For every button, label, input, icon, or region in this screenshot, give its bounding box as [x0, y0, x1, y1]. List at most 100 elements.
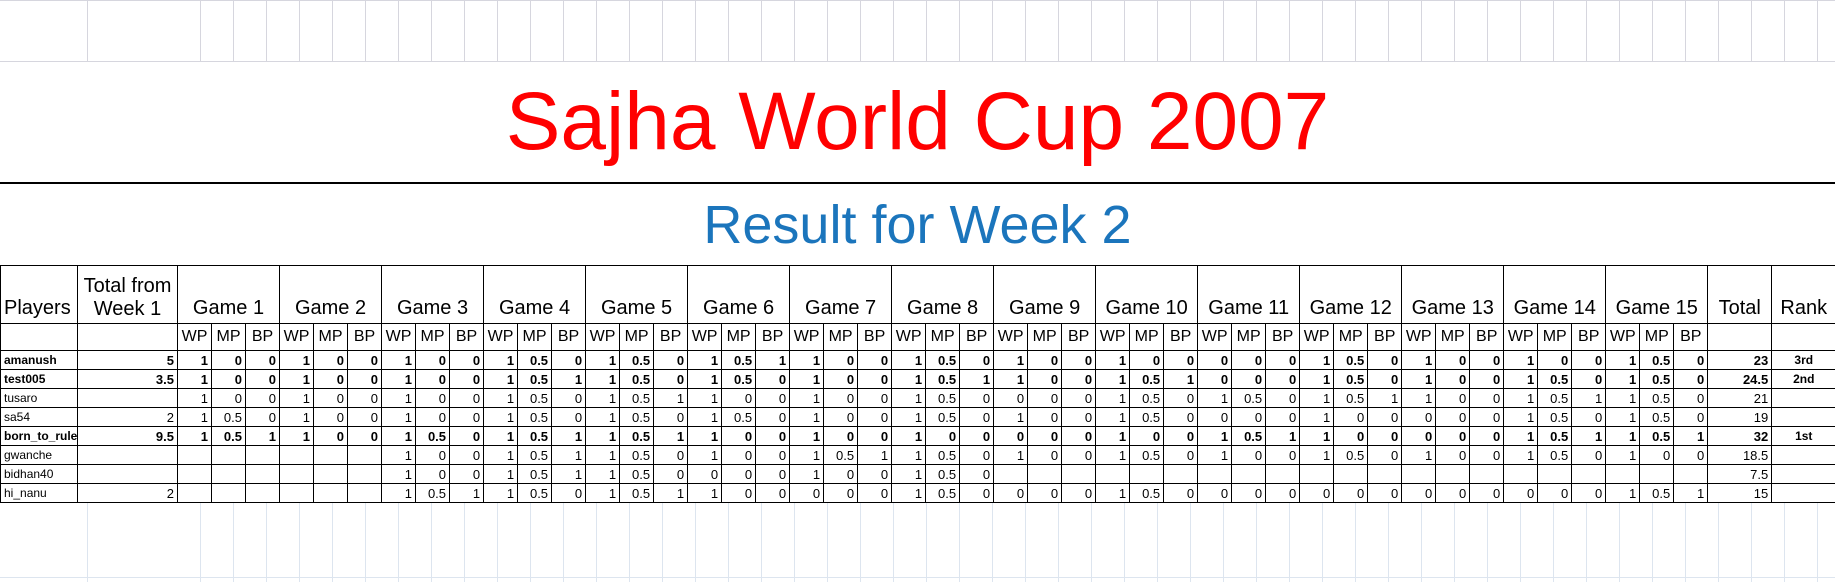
grid-cell [663, 503, 696, 582]
grid-cell [201, 503, 234, 582]
cell-game3-mp: 0 [415, 464, 451, 484]
cell-game15-bp [1673, 464, 1709, 484]
cell-game7-bp: 0 [857, 407, 893, 427]
cell-game3-mp: 0.5 [415, 426, 451, 446]
cell-game3-bp: 0 [449, 350, 485, 370]
subheader-mp: MP [1435, 323, 1471, 351]
cell-game13-mp: 0 [1435, 426, 1471, 446]
cell-game8-mp: 0.5 [925, 483, 961, 503]
cell-game12-wp: 1 [1299, 369, 1335, 389]
cell-game4-bp: 1 [551, 464, 587, 484]
cell-game12-bp: 0 [1367, 445, 1403, 465]
cell-game15-wp: 1 [1605, 350, 1641, 370]
grid-cell [1389, 1, 1422, 61]
cell-game7-mp: 0 [823, 388, 859, 408]
header-week1-total: Total from Week 1 [77, 265, 178, 324]
cell-game3-wp: 1 [381, 369, 417, 389]
cell-game6-bp: 1 [755, 350, 791, 370]
cell-game13-wp [1401, 464, 1437, 484]
header-game-14: Game 14 [1503, 265, 1607, 324]
cell-game4-mp: 0.5 [517, 388, 553, 408]
cell-game4-mp: 0.5 [517, 464, 553, 484]
cell-player-name: gwanche [0, 445, 78, 465]
results-table: Players Total from Week 1 Game 1 Game 2 Game… [0, 265, 1835, 503]
subheader-mp: MP [415, 323, 451, 351]
grid-cell [1719, 503, 1752, 582]
cell-game11-bp: 0 [1265, 369, 1301, 389]
cell-game12-bp: 0 [1367, 483, 1403, 503]
cell-game5-mp: 0.5 [619, 483, 655, 503]
cell-game5-wp: 1 [585, 369, 621, 389]
top-grid-row [0, 0, 1835, 62]
grid-cell [894, 1, 927, 61]
grid-cell [1620, 1, 1653, 61]
cell-game9-wp: 0 [993, 426, 1029, 446]
cell-game13-mp: 0 [1435, 445, 1471, 465]
bottom-grid-area [0, 503, 1835, 582]
cell-game1-bp: 0 [244, 350, 281, 370]
cell-game12-mp: 0.5 [1333, 388, 1369, 408]
cell-game8-bp: 0 [959, 350, 995, 370]
header-game-10: Game 10 [1095, 265, 1199, 324]
cell-game12-wp: 1 [1299, 426, 1335, 446]
subheader-bp: BP [1367, 323, 1403, 351]
cell-game2-wp: 1 [279, 369, 315, 389]
player-row: test005 3.5 1 0 0 1 0 0 1 0 0 1 0.5 1 1 0.5 0 1 0.5 0 1 0 0 1 0.… [0, 369, 1835, 389]
grid-cell [432, 503, 465, 582]
cell-game3-mp: 0.5 [415, 483, 451, 503]
subheader-wp: WP [891, 323, 927, 351]
cell-game3-mp: 0 [415, 388, 451, 408]
cell-game6-wp: 1 [687, 388, 723, 408]
cell-game6-bp: 0 [755, 464, 791, 484]
cell-game3-bp: 0 [449, 426, 485, 446]
header-game-2: Game 2 [279, 265, 383, 324]
cell-game14-wp: 1 [1503, 350, 1539, 370]
cell-game13-bp: 0 [1469, 388, 1505, 408]
grid-cell [1224, 503, 1257, 582]
grid-cell [1323, 503, 1356, 582]
cell-game11-wp: 0 [1197, 369, 1233, 389]
cell-game4-bp: 1 [551, 426, 587, 446]
cell-game8-wp: 1 [891, 350, 927, 370]
grid-cell [696, 503, 729, 582]
cell-game2-bp: 0 [347, 369, 383, 389]
cell-game12-mp: 0 [1333, 407, 1369, 427]
cell-game7-bp: 0 [857, 483, 893, 503]
cell-game13-mp: 0 [1435, 407, 1471, 427]
cell-game5-wp: 1 [585, 407, 621, 427]
grid-cell [1356, 503, 1389, 582]
cell-game6-wp: 1 [687, 426, 723, 446]
cell-game15-bp: 0 [1673, 445, 1709, 465]
table-body: amanush 5 1 0 0 1 0 0 1 0 0 1 0.5 0 1 0.5 0 1 0.5 1 1 0 0 1 0.5 0… [0, 350, 1835, 503]
subheader-wp: WP [1605, 323, 1641, 351]
cell-game13-mp: 0 [1435, 483, 1471, 503]
cell-game1-bp: 1 [244, 426, 281, 446]
cell-game12-wp: 0 [1299, 483, 1335, 503]
grid-cell [1620, 503, 1653, 582]
cell-game11-mp: 0 [1231, 407, 1267, 427]
cell-game5-wp: 1 [585, 350, 621, 370]
grid-cell [88, 1, 201, 61]
cell-game10-bp: 0 [1163, 350, 1199, 370]
cell-game8-mp: 0 [925, 426, 961, 446]
cell-game4-bp: 0 [551, 350, 587, 370]
cell-game2-wp: 1 [279, 350, 315, 370]
cell-game14-mp [1537, 464, 1573, 484]
cell-total: 24.5 [1707, 369, 1773, 389]
cell-game10-mp: 0.5 [1129, 369, 1165, 389]
cell-game5-mp: 0.5 [619, 388, 655, 408]
cell-game6-bp: 0 [755, 407, 791, 427]
cell-game8-wp: 1 [891, 407, 927, 427]
grid-cell [630, 503, 663, 582]
cell-game6-wp: 0 [687, 464, 723, 484]
cell-game5-mp: 0.5 [619, 426, 655, 446]
cell-game7-bp: 0 [857, 426, 893, 446]
grid-cell [1554, 1, 1587, 61]
cell-game9-mp: 0 [1027, 483, 1063, 503]
cell-game8-wp: 1 [891, 464, 927, 484]
grid-cell [795, 1, 828, 61]
cell-game11-wp [1197, 464, 1233, 484]
cell-game13-wp: 0 [1401, 407, 1437, 427]
cell-game3-wp: 1 [381, 445, 417, 465]
header-blank [77, 323, 178, 351]
